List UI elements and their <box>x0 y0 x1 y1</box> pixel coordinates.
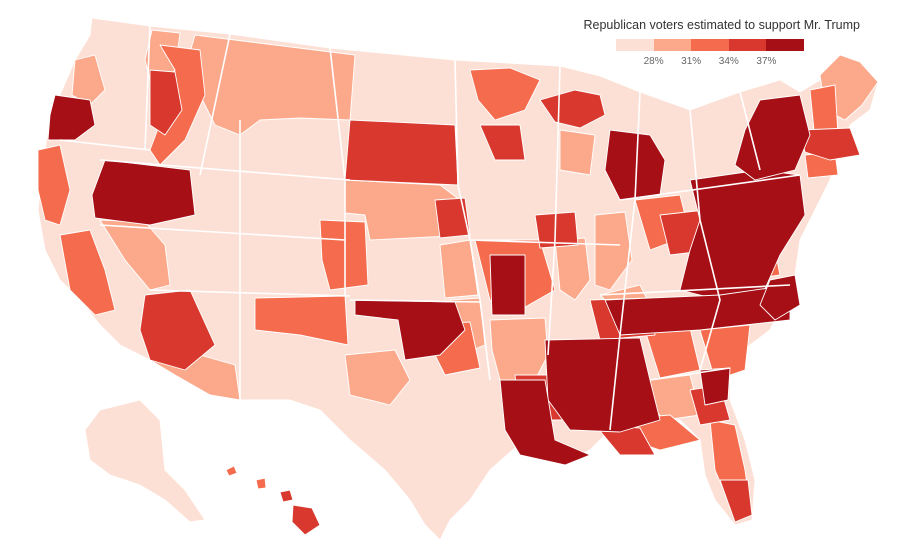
alaska <box>84 399 206 523</box>
legend-swatch-4 <box>728 39 767 51</box>
legend-title: Republican voters estimated to support M… <box>583 18 860 32</box>
region-oregon-coast <box>47 94 96 141</box>
region-wisconsin-east <box>479 124 526 161</box>
region-indiana <box>594 211 633 291</box>
region-california-central <box>59 229 116 316</box>
region-arizona-central <box>139 289 216 371</box>
region-illinois-south <box>554 237 591 301</box>
legend-swatch-5 <box>766 39 804 51</box>
legend-swatch-3 <box>691 39 729 51</box>
region-minnesota <box>469 67 541 121</box>
legend-tick: 37% <box>756 56 777 67</box>
region-arkansas <box>489 317 549 381</box>
hawaii-maui <box>279 489 294 503</box>
hawaii-big-island <box>291 504 321 536</box>
region-louisiana-south <box>499 379 591 466</box>
region-south-dakota <box>344 119 459 186</box>
region-new-mexico <box>254 295 349 346</box>
region-colorado-central <box>319 219 369 291</box>
region-new-york <box>734 94 811 181</box>
region-arkansas-east <box>489 254 526 316</box>
legend-color-scale <box>616 39 804 51</box>
region-washington-west <box>71 54 106 106</box>
region-illinois-north <box>534 211 579 249</box>
legend-swatch-2 <box>653 39 692 51</box>
region-california-north <box>37 144 71 226</box>
region-texas-west <box>344 349 411 406</box>
region-washington-east <box>149 69 183 136</box>
hawaii-oahu <box>255 477 267 490</box>
region-oklahoma <box>354 299 466 361</box>
state-border-lines <box>59 25 801 431</box>
region-kansas-east <box>439 239 479 299</box>
legend-tick: 34% <box>718 56 739 67</box>
hawaii <box>225 465 321 536</box>
region-florida-south <box>719 479 753 523</box>
legend-tick: 28% <box>643 56 664 67</box>
region-wisconsin <box>559 129 596 176</box>
hawaii-kauai <box>225 465 238 477</box>
region-iowa-east <box>434 197 471 239</box>
legend-tick: 31% <box>681 56 702 67</box>
region-mississippi-alabama <box>544 337 661 433</box>
region-wyoming-west <box>91 159 196 226</box>
state-borders <box>59 25 801 431</box>
legend: Republican voters estimated to support M… <box>560 18 860 67</box>
legend-swatch-1 <box>616 39 654 51</box>
region-michigan-upper <box>539 89 606 129</box>
region-georgia-east <box>699 367 731 406</box>
